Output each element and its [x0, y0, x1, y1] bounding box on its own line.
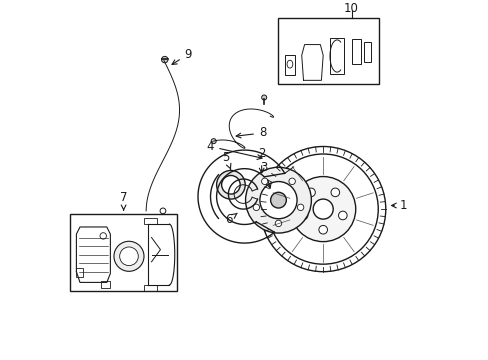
Bar [285, 55, 294, 75]
Text: 5: 5 [222, 151, 230, 169]
Text: 6: 6 [224, 213, 237, 226]
Circle shape [330, 188, 339, 197]
Bar [144, 218, 157, 224]
Circle shape [211, 139, 216, 144]
Circle shape [290, 176, 355, 242]
Circle shape [114, 241, 143, 271]
Circle shape [299, 211, 307, 220]
Circle shape [270, 192, 286, 208]
Circle shape [261, 95, 266, 100]
Text: 8: 8 [236, 126, 265, 139]
Text: 2: 2 [257, 147, 265, 173]
Bar [351, 39, 360, 64]
Circle shape [259, 181, 297, 219]
Text: 10: 10 [344, 2, 358, 15]
Bar [101, 281, 110, 288]
Circle shape [221, 175, 240, 194]
Circle shape [306, 188, 315, 197]
Bar [363, 42, 371, 62]
Circle shape [312, 199, 332, 219]
Circle shape [318, 225, 327, 234]
Circle shape [288, 178, 295, 185]
Text: 4: 4 [206, 140, 262, 159]
Text: 7: 7 [120, 191, 127, 210]
Text: 3: 3 [260, 162, 270, 188]
Circle shape [216, 171, 244, 199]
Bar [70, 215, 177, 291]
Circle shape [253, 204, 259, 211]
Text: 1: 1 [391, 199, 407, 212]
Bar [278, 18, 378, 84]
Circle shape [297, 204, 303, 211]
Bar [144, 285, 157, 291]
Circle shape [261, 178, 267, 185]
Circle shape [275, 220, 281, 226]
Circle shape [338, 211, 346, 220]
Circle shape [245, 167, 311, 233]
Text: 9: 9 [172, 48, 192, 64]
Bar [76, 268, 82, 277]
Circle shape [161, 57, 167, 63]
Bar [330, 38, 343, 74]
Circle shape [120, 247, 138, 266]
